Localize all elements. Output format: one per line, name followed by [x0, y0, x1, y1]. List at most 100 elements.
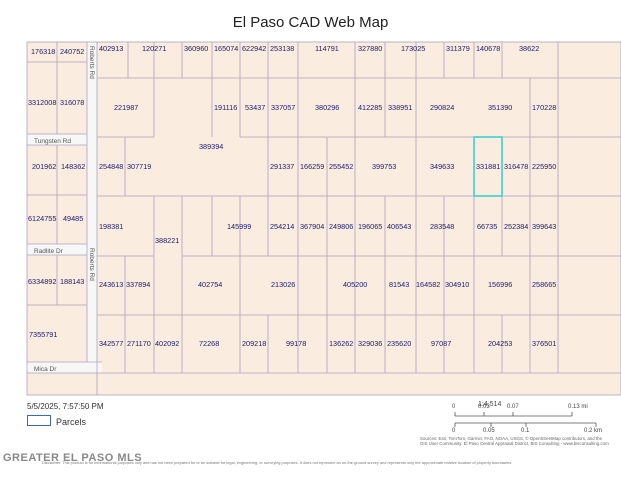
- parcel-labels-row-9: 342577 271170 402092 72268 209218 99178 …: [99, 339, 556, 348]
- parcels-legend-label: Parcels: [56, 417, 87, 427]
- parcel-lines: [26, 41, 621, 396]
- parcels-legend-swatch: [27, 415, 51, 426]
- parcel-label: 81543: [389, 280, 409, 289]
- parcel-label: 412285: [358, 103, 382, 112]
- scale-tick-km: 0.2 km: [584, 428, 603, 434]
- parcel-label: 213026: [271, 280, 295, 289]
- parcel-label: 156996: [488, 280, 512, 289]
- scale-tick-mi: 0.03: [478, 404, 490, 410]
- parcel-label: 201962: [32, 162, 56, 171]
- parcel-label: 3312008: [28, 98, 56, 107]
- parcel-label: 7355791: [29, 330, 57, 339]
- parcel-label: 209218: [242, 339, 266, 348]
- parcel-label: 380296: [315, 103, 339, 112]
- parcel-label: 225950: [532, 162, 556, 171]
- parcel-label: 72268: [199, 339, 219, 348]
- parcel-label: 166259: [300, 162, 324, 171]
- scale-bar: [454, 412, 597, 427]
- parcel-label: 402913: [99, 44, 123, 53]
- parcel-label: 337894: [126, 280, 150, 289]
- parcel-label: 327880: [358, 44, 382, 53]
- parcel-label: 198381: [99, 222, 123, 231]
- parcel-label: 290824: [430, 103, 454, 112]
- parcel-label: 316478: [504, 162, 528, 171]
- parcel-label: 258665: [532, 280, 556, 289]
- parcel-label: 349633: [430, 162, 454, 171]
- road-label-roberts-north: Roberts Rd: [88, 46, 95, 79]
- parcel-labels-row-1: 176318 240752 402913 120271 360960 16507…: [31, 44, 539, 56]
- parcel-labels-row-2: 3312008 316078 221987 191116 53437 33705…: [28, 98, 556, 112]
- parcel-label: 329036: [358, 339, 382, 348]
- map-attribution: Sources: Esri, TomTom, Garmin, FAO, NOAA…: [420, 436, 609, 447]
- parcel-label: 253138: [270, 44, 294, 53]
- page-title: El Paso CAD Web Map: [232, 14, 389, 31]
- parcel-label: 38622: [519, 44, 539, 53]
- parcel-labels-row-7: 6334892 188143 243613 337894 402754 2130…: [28, 277, 556, 289]
- road-label-radlite: Radlite Dr: [34, 248, 64, 255]
- parcel-label: 170228: [532, 103, 556, 112]
- scale-tick-km: 0.05: [483, 428, 495, 434]
- parcel-label: 399753: [372, 162, 396, 171]
- parcel-label: 331881: [476, 162, 500, 171]
- road-tungsten: [27, 134, 97, 145]
- parcel-label: 49485: [63, 214, 83, 223]
- parcel-label: 399643: [532, 222, 556, 231]
- parcel-label: 53437: [245, 103, 265, 112]
- scale-tick-mi: 0.13 mi: [568, 404, 588, 410]
- map-disclaimer: Disclaimer: This product is for informat…: [42, 460, 513, 465]
- road-label-roberts-south: Roberts Rd: [88, 248, 95, 281]
- road-label-mica: Mica Dr: [34, 366, 57, 373]
- parcel-label: 252384: [504, 222, 528, 231]
- map-background: [27, 42, 621, 395]
- parcel-label: 291337: [270, 162, 294, 171]
- parcel-label: 337057: [271, 103, 295, 112]
- mls-watermark: GREATER EL PASO MLS: [3, 452, 143, 464]
- scale-tick-mi: 0.07: [507, 404, 519, 410]
- parcel-label: 406543: [387, 222, 411, 231]
- parcel-label: 196065: [358, 222, 382, 231]
- parcel-label: 254214: [270, 222, 294, 231]
- parcel-label: 66735: [477, 222, 497, 231]
- parcel-label: 204253: [488, 339, 512, 348]
- parcel-label: 6334892: [28, 277, 56, 286]
- road-mica: [27, 362, 102, 373]
- parcel-label: 307719: [127, 162, 151, 171]
- parcel-label: 351390: [488, 103, 512, 112]
- parcel-label: 255452: [329, 162, 353, 171]
- parcel-label: 367904: [300, 222, 324, 231]
- parcel-label: 176318: [31, 47, 55, 56]
- parcel-label: 173025: [401, 44, 425, 53]
- parcel-label: 311379: [446, 44, 470, 53]
- parcel-label: 140678: [476, 44, 500, 53]
- parcel-label: 254848: [99, 162, 123, 171]
- scale-tick-mi: 0: [452, 404, 456, 410]
- selected-parcel-highlight[interactable]: [473, 136, 503, 197]
- parcel-label: 114791: [315, 44, 339, 53]
- parcel-label: 99178: [286, 339, 306, 348]
- parcel-label: 342577: [99, 339, 123, 348]
- parcel-label: 164582: [416, 280, 440, 289]
- parcel-label: 389394: [199, 142, 223, 151]
- parcel-label: 120271: [142, 44, 166, 53]
- parcel-label: 405200: [343, 280, 367, 289]
- parcel-label: 402754: [198, 280, 222, 289]
- parcel-label: 316078: [60, 98, 84, 107]
- parcel-label: 136262: [329, 339, 353, 348]
- road-roberts: [87, 42, 97, 372]
- parcel-label: 249806: [329, 222, 353, 231]
- scale-tick-km: 0: [452, 428, 456, 434]
- parcel-label: 388221: [155, 236, 179, 245]
- map-timestamp: 5/5/2025, 7:57:50 PM: [27, 402, 104, 411]
- parcel-labels-row-4: 201962 148362 254848 307719 291337 16625…: [32, 162, 556, 171]
- scale-tick-km: 0.1: [521, 428, 530, 434]
- parcel-label: 240752: [60, 47, 84, 56]
- parcel-label: 304910: [445, 280, 469, 289]
- parcel-labels-row-5: 6124755 49485 198381 145999 254214 36790…: [28, 214, 556, 231]
- road-radlite: [27, 244, 97, 255]
- scale-ratio: 1:4,514: [478, 401, 502, 408]
- parcel-label: 338951: [388, 103, 412, 112]
- parcel-label: 97087: [431, 339, 451, 348]
- parcel-label: 165074: [214, 44, 238, 53]
- parcel-label: 360960: [184, 44, 208, 53]
